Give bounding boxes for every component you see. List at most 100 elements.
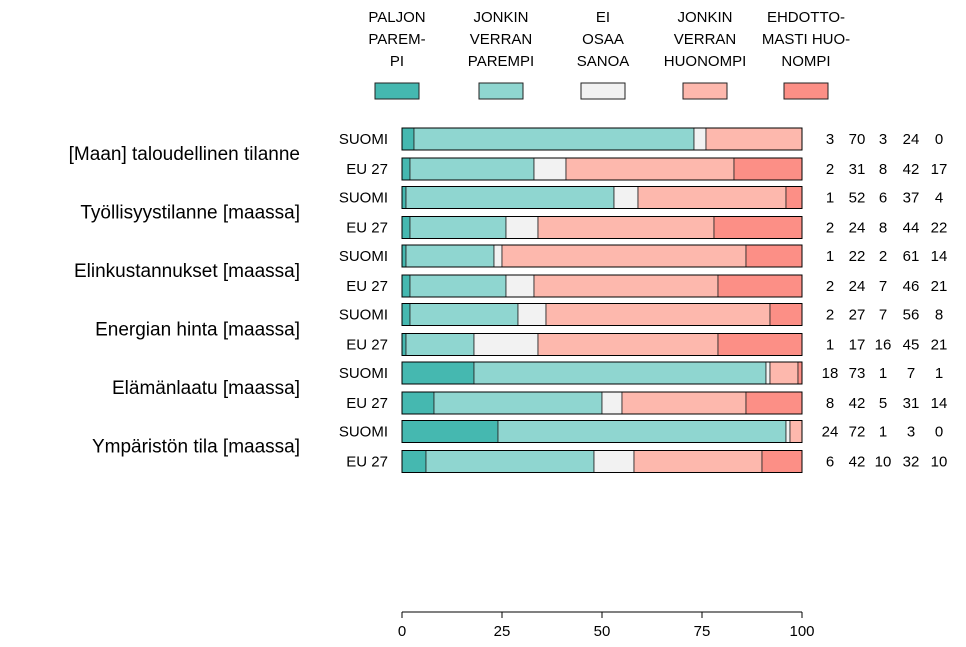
x-tick-label: 100 [789, 623, 814, 640]
value-label: 2 [826, 307, 834, 324]
value-label: 37 [903, 190, 920, 207]
x-tick-label: 50 [594, 623, 611, 640]
bar-segment [505, 216, 539, 239]
group-label: Elinkustannukset [maassa] [74, 261, 300, 282]
value-label: 27 [849, 307, 866, 324]
bar-segment [785, 420, 791, 443]
bar-segment [537, 333, 719, 356]
row-label: SUOMI [339, 190, 388, 207]
bar-outline [401, 186, 803, 209]
bar-segment [401, 391, 435, 415]
bar-segment [405, 333, 475, 356]
bar-segment [601, 391, 623, 415]
bar-outline [401, 450, 803, 473]
row-label: SUOMI [339, 365, 388, 382]
bar-segment [533, 157, 567, 181]
row-label: SUOMI [339, 307, 388, 324]
bar-segment [409, 303, 519, 326]
legend-label: JONKIN [677, 9, 732, 26]
value-label: 1 [826, 248, 834, 265]
legend-label: HUONOMPI [664, 53, 747, 70]
value-label: 56 [903, 307, 920, 324]
value-label: 61 [903, 248, 920, 265]
bar-segment [409, 274, 507, 298]
bar-outline [401, 420, 803, 443]
legend-swatch [478, 82, 524, 100]
value-label: 2 [826, 161, 834, 178]
bar-segment [497, 420, 787, 443]
bar-outline [401, 303, 803, 326]
bar-segment [765, 361, 771, 385]
bar-outline [401, 127, 803, 151]
bar-outline [401, 391, 803, 415]
row-label: EU 27 [346, 337, 388, 354]
x-tick-label: 0 [398, 623, 406, 640]
bar-outline [401, 274, 803, 298]
bar-segment [789, 420, 803, 443]
bar-outline [401, 244, 803, 268]
value-label: 24 [849, 278, 866, 295]
bar-segment [545, 303, 771, 326]
bar-segment [745, 244, 803, 268]
value-label: 21 [931, 337, 948, 354]
bar-segment [797, 361, 803, 385]
legend-label: PAREMPI [468, 53, 534, 70]
bar-segment [517, 303, 547, 326]
value-label: 1 [826, 337, 834, 354]
bar-segment [433, 391, 603, 415]
legend-swatch [682, 82, 728, 100]
bar-segment [413, 127, 695, 151]
bar-segment [593, 450, 635, 473]
value-label: 4 [935, 190, 943, 207]
bar-segment [717, 333, 803, 356]
bar-segment [409, 157, 535, 181]
group-label: Työllisyystilanne [maassa] [80, 203, 300, 224]
group-label: [Maan] taloudellinen tilanne [69, 144, 300, 165]
value-label: 31 [849, 161, 866, 178]
legend-label: MASTI HUO- [762, 31, 850, 48]
value-label: 45 [903, 337, 920, 354]
legend-label: VERRAN [674, 31, 737, 48]
value-label: 10 [875, 454, 892, 471]
value-label: 6 [879, 190, 887, 207]
bar-segment [409, 216, 507, 239]
bar-segment [785, 186, 803, 209]
value-label: 21 [931, 278, 948, 295]
legend-label: JONKIN [473, 9, 528, 26]
value-label: 8 [935, 307, 943, 324]
legend-label: OSAA [582, 31, 624, 48]
bar-segment [501, 244, 747, 268]
legend-label: PALJON [368, 9, 425, 26]
bar-segment [401, 361, 475, 385]
bar-segment [405, 186, 615, 209]
row-label: EU 27 [346, 278, 388, 295]
bar-segment [717, 274, 803, 298]
bar-outline [401, 333, 803, 356]
value-label: 46 [903, 278, 920, 295]
value-label: 2 [826, 220, 834, 237]
value-label: 24 [822, 424, 839, 441]
bar-segment [425, 450, 595, 473]
legend-swatch [374, 82, 420, 100]
group-label: Elämänlaatu [maassa] [112, 378, 300, 399]
legend-label: VERRAN [470, 31, 533, 48]
bar-segment [533, 274, 719, 298]
legend-label: EHDOTTO- [767, 9, 845, 26]
value-label: 0 [935, 131, 943, 148]
x-tick-label: 25 [494, 623, 511, 640]
value-label: 42 [903, 161, 920, 178]
value-label: 17 [931, 161, 948, 178]
value-label: 24 [903, 131, 920, 148]
bar-segment [473, 333, 539, 356]
value-label: 10 [931, 454, 948, 471]
value-label: 1 [879, 365, 887, 382]
bar-outline [401, 157, 803, 181]
bar-segment [761, 450, 803, 473]
bar-segment [401, 450, 427, 473]
value-label: 18 [822, 365, 839, 382]
legend-label: NOMPI [781, 53, 830, 70]
group-label: Ympäristön tila [maassa] [92, 437, 300, 458]
value-label: 5 [879, 395, 887, 412]
row-label: SUOMI [339, 424, 388, 441]
